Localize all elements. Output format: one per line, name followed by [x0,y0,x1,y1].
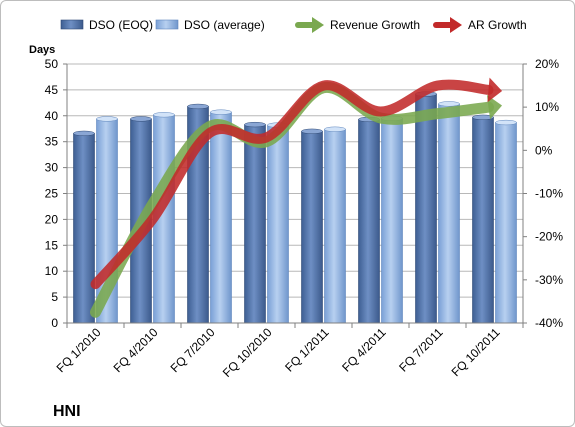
bar-dso-average [381,118,403,324]
y-tick-label: 25 [45,187,59,201]
bar-top-cap [301,128,323,134]
x-tick-label: FQ 10/2010 [220,325,275,380]
bar-dso-eoq [73,133,95,324]
y2-tick-label: -30% [535,273,563,287]
y-tick-label: 35 [45,135,59,149]
y2-tick-label: -10% [535,187,563,201]
y2-tick-label: 0% [535,143,553,157]
legend-label: DSO (EOQ) [89,18,153,32]
legend: DSO (EOQ) DSO (average) Revenue Growth AR G… [60,17,527,33]
bar-top-cap [324,126,346,132]
x-tick-label: FQ 7/2011 [396,325,446,375]
bar-dso-average [210,111,232,324]
ticker-label: HNI [53,403,81,420]
legend-arrow-icon [450,17,462,33]
revenue-growth-arrowhead [486,94,503,120]
y2-tick-label: -20% [535,230,563,244]
bar-top-cap [130,116,152,122]
y2-tick-label: 20% [535,57,559,71]
bar-top-cap [96,116,118,122]
y-tick-label: 5 [51,290,58,304]
bar-dso-average [495,122,517,324]
y2-tick-label: -40% [535,316,563,330]
y-tick-label: 50 [45,57,59,71]
y2-tick-label: 10% [535,100,559,114]
bar-top-cap [495,119,517,126]
y-axis-title: Days [29,44,55,56]
bar-dso-eoq [358,119,380,324]
bar-dso-average [267,124,289,324]
y-tick-label: 45 [45,83,59,97]
x-tick-label: FQ 7/2010 [168,325,218,375]
bar-dso-eoq [244,124,266,324]
ar-growth-line [90,79,494,290]
bar-dso-eoq [472,117,494,324]
bar-dso-eoq [415,93,437,324]
bar-top-cap [187,103,209,110]
legend-swatch [60,19,84,30]
legend-label: AR Growth [468,18,527,32]
bar-dso-average [438,103,460,324]
bar-top-cap [438,101,460,107]
x-tick-label: FQ 1/2010 [54,325,104,375]
growth-lines [90,77,503,318]
legend-label: DSO (average) [184,18,265,32]
bar-top-cap [73,130,95,137]
x-tick-label: FQ 4/2011 [339,325,389,375]
bar-top-cap [210,109,232,115]
legend-label: Revenue Growth [330,18,420,32]
bar-top-cap [472,114,494,121]
x-tick-label: FQ 4/2010 [111,325,161,375]
ar-growth-arrowhead [487,77,503,103]
legend-swatch [155,19,179,30]
bars [73,91,517,324]
y-tick-label: 15 [45,238,59,252]
legend-arrow-icon [312,17,324,33]
bar-top-cap [244,121,266,128]
y-tick-label: 40 [45,109,59,123]
bar-dso-eoq [301,131,323,324]
y-tick-label: 30 [45,161,59,175]
bar-dso-average [324,128,346,324]
bar-top-cap [153,112,175,118]
x-tick-label: FQ 10/2011 [449,325,503,379]
x-tick-label: FQ 1/2011 [282,325,332,375]
y-tick-label: 10 [45,264,59,278]
y-tick-label: 20 [45,212,59,226]
y-tick-label: 0 [51,316,58,330]
